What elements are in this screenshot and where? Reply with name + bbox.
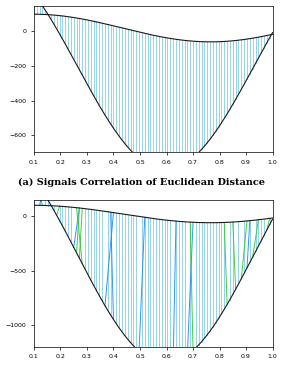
- Text: (a) Signals Correlation of Euclidean Distance: (a) Signals Correlation of Euclidean Dis…: [18, 178, 265, 187]
